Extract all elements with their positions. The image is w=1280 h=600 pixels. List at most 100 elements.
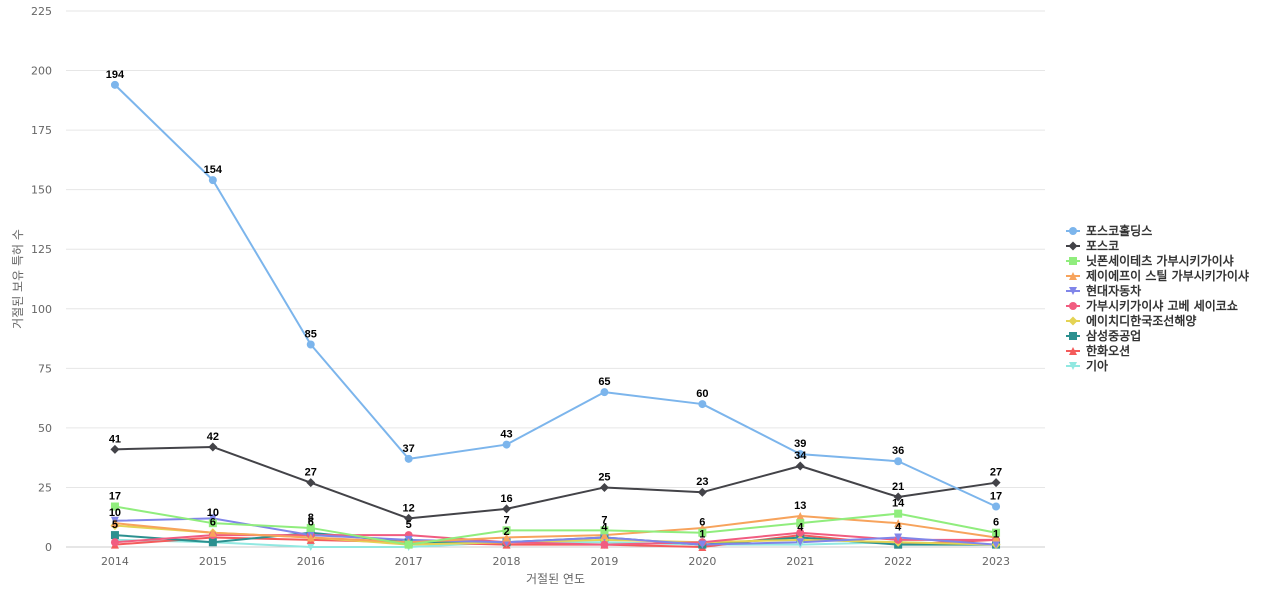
series-1-data-label: 36 bbox=[892, 445, 904, 457]
legend-swatch-marker bbox=[1069, 272, 1077, 280]
series-4-data-label: 10 bbox=[109, 507, 121, 519]
series-1-line bbox=[114, 84, 997, 508]
legend-item-series-10[interactable]: 기아 bbox=[1066, 358, 1108, 373]
legend-item-series-7[interactable]: 에이치디한국조선해양 bbox=[1066, 313, 1196, 328]
series-8-point bbox=[110, 531, 119, 540]
series-3-point bbox=[208, 519, 217, 528]
series-2-data-label: 25 bbox=[598, 471, 610, 483]
series-8-data-label: 1 bbox=[699, 529, 705, 541]
series-1-point bbox=[698, 400, 707, 409]
series-3-point bbox=[600, 526, 609, 535]
legend-swatch-marker bbox=[1069, 362, 1077, 370]
series-2-point bbox=[110, 444, 120, 454]
legend-swatch-marker bbox=[1068, 316, 1078, 326]
series-2-line bbox=[114, 445, 997, 520]
y-axis-title: 거절된 보유 특허 수 bbox=[11, 229, 25, 329]
grid-lines bbox=[66, 10, 1045, 548]
series-5-line bbox=[114, 517, 997, 546]
legend-item-series-9[interactable]: 한화오션 bbox=[1066, 343, 1130, 358]
series-7-data-label: 6 bbox=[210, 517, 216, 529]
series-3-point bbox=[404, 540, 413, 549]
legend-label: 포스코홀딩스 bbox=[1086, 223, 1152, 238]
series-3-data-label: 17 bbox=[109, 491, 121, 503]
y-tick-label: 200 bbox=[31, 65, 52, 78]
series-4-point bbox=[502, 533, 511, 542]
series-6-point bbox=[796, 528, 805, 537]
y-tick-label: 150 bbox=[31, 184, 52, 197]
x-tick-label: 2022 bbox=[884, 555, 912, 568]
series-3-point bbox=[698, 528, 707, 537]
series-2-point bbox=[991, 478, 1001, 488]
legend-label: 에이치디한국조선해양 bbox=[1086, 313, 1196, 328]
y-tick-label: 175 bbox=[31, 124, 52, 137]
series-1-point bbox=[992, 502, 1001, 511]
series-2-point bbox=[599, 482, 609, 492]
axes: 거절된 연도 거절된 보유 특허 수 025507510012515017520… bbox=[11, 5, 1010, 586]
series-1-point bbox=[894, 457, 903, 466]
series-1-data-label: 17 bbox=[990, 491, 1002, 503]
series-2-data-label: 41 bbox=[109, 433, 121, 445]
series-3-data-label: 6 bbox=[993, 517, 999, 529]
legend-label: 포스코 bbox=[1086, 239, 1119, 253]
series-5-point bbox=[698, 540, 707, 549]
legend-item-series-3[interactable]: 닛폰세이테츠 가부시키가이샤 bbox=[1066, 253, 1234, 268]
legend-item-series-4[interactable]: 제이에프이 스틸 가부시키가이샤 bbox=[1066, 268, 1249, 283]
series-3-point bbox=[894, 509, 903, 518]
legend-item-series-2[interactable]: 포스코 bbox=[1066, 239, 1119, 253]
series-4-point bbox=[110, 519, 119, 528]
legend-swatch-marker bbox=[1069, 287, 1077, 295]
series-4-point bbox=[208, 528, 217, 537]
legend-item-series-6[interactable]: 가부시키가이샤 고베 세이코쇼 bbox=[1066, 298, 1238, 313]
y-tick-label: 225 bbox=[31, 5, 52, 18]
series-1-point bbox=[306, 340, 315, 349]
x-axis-title: 거절된 연도 bbox=[526, 572, 585, 586]
series-4-point bbox=[600, 531, 609, 540]
legend-swatch-marker bbox=[1069, 227, 1077, 235]
series-4-point bbox=[894, 519, 903, 528]
series-3-data-label: 7 bbox=[503, 514, 509, 526]
series-3-data-label: 8 bbox=[308, 512, 314, 524]
series-10-point bbox=[306, 543, 315, 551]
series-8-data-label: 5 bbox=[112, 519, 118, 531]
legend-item-series-8[interactable]: 삼성중공업 bbox=[1066, 328, 1141, 343]
series-1-data-label: 154 bbox=[204, 164, 223, 176]
series-3-data-label: 10 bbox=[207, 507, 219, 519]
y-tick-label: 25 bbox=[38, 481, 52, 494]
series-2-data-label: 16 bbox=[500, 493, 512, 505]
legend-swatch-marker bbox=[1069, 347, 1077, 355]
legend-item-series-5[interactable]: 현대자동차 bbox=[1066, 283, 1141, 298]
series-3-point bbox=[992, 528, 1001, 537]
series-2-point bbox=[502, 504, 512, 514]
legend-item-series-1[interactable]: 포스코홀딩스 bbox=[1066, 223, 1152, 238]
series-3-data-label: 7 bbox=[601, 514, 607, 526]
series-8-data-label: 6 bbox=[308, 517, 314, 529]
series-2-data-label: 34 bbox=[794, 450, 807, 462]
series-markers bbox=[110, 80, 1001, 551]
legend-label: 제이에프이 스틸 가부시키가이샤 bbox=[1086, 268, 1249, 283]
legend-label: 가부시키가이샤 고베 세이코쇼 bbox=[1086, 298, 1238, 313]
series-5-point bbox=[796, 538, 805, 547]
series-1-data-label: 39 bbox=[794, 438, 806, 450]
x-tick-label: 2023 bbox=[982, 555, 1010, 568]
series-2-point bbox=[795, 461, 805, 471]
series-4-data-label: 13 bbox=[794, 500, 806, 512]
series-6-point bbox=[600, 540, 609, 549]
y-tick-label: 50 bbox=[38, 422, 52, 435]
series-4-line bbox=[114, 515, 997, 544]
series-1-point bbox=[502, 440, 511, 449]
series-2-data-label: 12 bbox=[403, 502, 415, 514]
series-1-data-label: 60 bbox=[696, 388, 708, 400]
series-1-point bbox=[208, 176, 217, 185]
series-8-point bbox=[208, 538, 217, 547]
series-1-data-label: 43 bbox=[500, 429, 512, 441]
x-tick-label: 2015 bbox=[199, 555, 227, 568]
series-4-point bbox=[992, 533, 1001, 542]
series-6-data-label: 5 bbox=[406, 519, 412, 531]
series-5-point bbox=[992, 540, 1001, 549]
series-3-point bbox=[110, 502, 119, 511]
series-1-point bbox=[796, 450, 805, 459]
series-2-point bbox=[893, 492, 903, 502]
series-2-data-label: 42 bbox=[207, 431, 219, 443]
